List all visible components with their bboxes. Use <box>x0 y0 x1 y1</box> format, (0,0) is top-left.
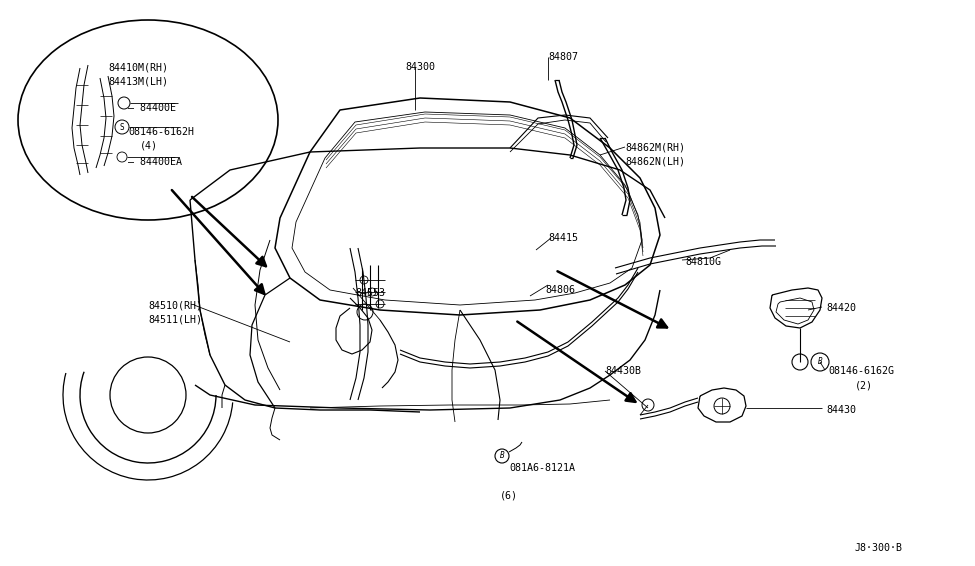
Text: 08146-6162G: 08146-6162G <box>828 366 894 376</box>
Text: 84553: 84553 <box>355 288 385 298</box>
Text: 84413M(LH): 84413M(LH) <box>108 76 168 86</box>
Text: 84511(LH): 84511(LH) <box>148 314 202 324</box>
Text: J8·300·B: J8·300·B <box>855 543 903 553</box>
Text: S: S <box>120 122 125 131</box>
Text: 84420: 84420 <box>826 303 856 313</box>
Text: 84300: 84300 <box>405 62 435 72</box>
Text: 84510(RH): 84510(RH) <box>148 300 202 310</box>
Text: 84807: 84807 <box>548 52 578 62</box>
Text: 08146-6162H: 08146-6162H <box>128 127 194 137</box>
Text: 081A6-8121A: 081A6-8121A <box>509 463 575 473</box>
Text: — 84400E: — 84400E <box>128 103 176 113</box>
Text: 84430: 84430 <box>826 405 856 415</box>
Text: (4): (4) <box>140 141 158 151</box>
Text: B: B <box>818 358 822 367</box>
Text: 84430B: 84430B <box>605 366 641 376</box>
Text: (6): (6) <box>500 490 518 500</box>
Text: 84810G: 84810G <box>685 257 721 267</box>
Text: 84806: 84806 <box>545 285 575 295</box>
Text: 84862N(LH): 84862N(LH) <box>625 156 685 166</box>
Text: — 84400EA: — 84400EA <box>128 157 182 167</box>
Text: 84410M(RH): 84410M(RH) <box>108 62 168 72</box>
Text: 84415: 84415 <box>548 233 578 243</box>
Text: 84862M(RH): 84862M(RH) <box>625 142 685 152</box>
Text: B: B <box>499 452 504 461</box>
Text: (2): (2) <box>855 380 873 390</box>
